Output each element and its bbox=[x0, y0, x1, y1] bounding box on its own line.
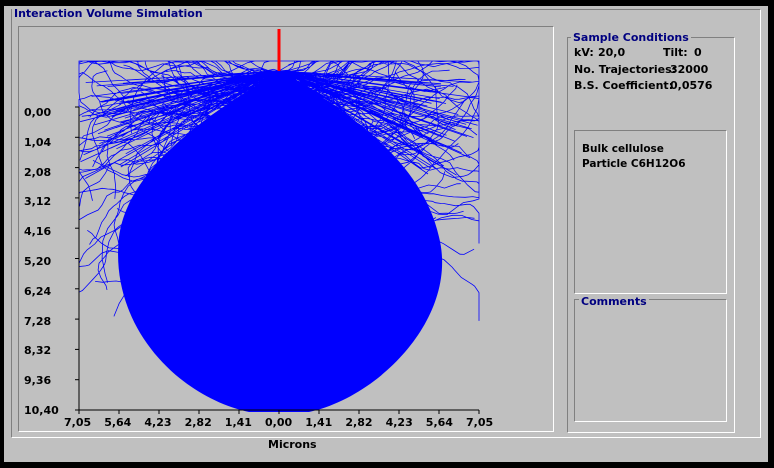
trajectory-paths bbox=[78, 60, 480, 409]
material-box bbox=[574, 130, 727, 294]
y-tick-label: 4,16 bbox=[24, 225, 52, 239]
window-title: Interaction Volume Simulation bbox=[12, 7, 205, 20]
x-tick-label: 1,41 bbox=[224, 416, 252, 429]
material-line-1: Bulk cellulose bbox=[582, 143, 664, 155]
y-tick-label: 7,28 bbox=[24, 314, 52, 328]
kv-label: kV: bbox=[574, 46, 594, 59]
trajectories-value: 32000 bbox=[670, 63, 709, 76]
y-tick-label: 8,32 bbox=[24, 344, 52, 358]
trajectory-plot bbox=[75, 29, 480, 414]
y-tick-label: 0,00 bbox=[24, 106, 52, 119]
x-tick-label: 5,64 bbox=[425, 416, 453, 429]
main-group-frame bbox=[11, 9, 761, 438]
bs-coefficient-label: B.S. Coefficient: bbox=[574, 79, 674, 92]
y-tick-label: 10,40 bbox=[24, 404, 59, 417]
y-tick-label: 1,04 bbox=[24, 135, 52, 149]
y-tick-label: 9,36 bbox=[24, 374, 52, 388]
x-tick-label: 0,00 bbox=[265, 416, 293, 429]
trajectories-label: No. Trajectories: bbox=[574, 63, 677, 76]
x-tick-label: 4,23 bbox=[144, 416, 172, 429]
y-tick-label: 2,08 bbox=[24, 165, 52, 179]
comments-box[interactable] bbox=[574, 299, 727, 422]
x-tick-label: 5,64 bbox=[104, 416, 132, 429]
x-axis-label: Microns bbox=[268, 438, 317, 451]
y-tick-label: 5,20 bbox=[24, 255, 52, 268]
x-tick-label: 7,05 bbox=[64, 416, 92, 429]
bs-coefficient-value: 0,0576 bbox=[670, 79, 713, 92]
x-tick-label: 2,82 bbox=[184, 416, 212, 429]
tilt-value: 0 bbox=[694, 46, 702, 59]
tilt-label: Tilt: bbox=[663, 46, 688, 59]
x-tick-label: 4,23 bbox=[385, 416, 413, 429]
trajectory-lines bbox=[78, 60, 480, 409]
x-tick-label: 1,41 bbox=[305, 416, 333, 429]
simulation-window: Interaction Volume Simulation 0,00 1,04 2,… bbox=[4, 6, 768, 462]
sample-conditions-title: Sample Conditions bbox=[571, 31, 691, 44]
plot-frame bbox=[18, 26, 554, 432]
x-tick-label: 7,05 bbox=[466, 416, 494, 429]
kv-value: 20,0 bbox=[598, 46, 626, 59]
y-tick-label: 6,24 bbox=[24, 284, 52, 298]
comments-title: Comments bbox=[579, 295, 649, 308]
material-line-2: Particle C6H12O6 bbox=[582, 158, 686, 170]
x-tick-label: 2,82 bbox=[345, 416, 373, 429]
y-tick-label: 3,12 bbox=[24, 195, 52, 209]
